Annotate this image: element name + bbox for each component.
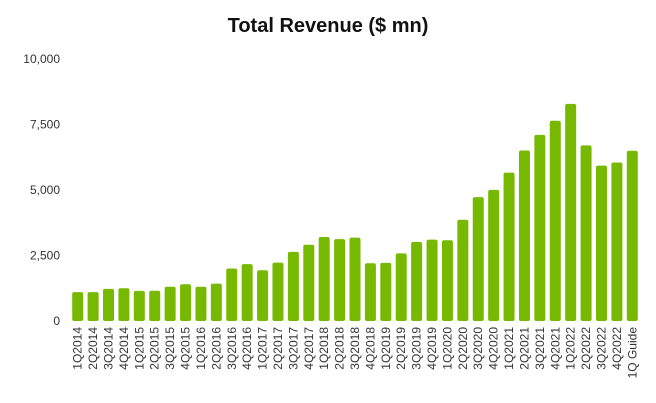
bar [349,237,361,321]
x-tick-label: 3Q2019 [410,327,424,370]
bar [503,172,515,321]
bar [411,242,423,321]
y-tick-label: 7,500 [30,118,60,132]
x-tick-label: 3Q2020 [471,327,485,370]
x-tick-label: 2Q2022 [579,327,593,370]
bar [272,262,284,321]
bar [103,288,115,321]
x-tick-label: 3Q2021 [533,327,547,370]
bar [364,263,376,321]
x-tick-label: 1Q2020 [440,327,454,370]
x-tick-label: 1Q Guide [625,327,639,379]
x-tick-label: 1Q2014 [71,327,85,370]
x-tick-label: 2Q2020 [456,327,470,370]
x-tick-label: 4Q2019 [425,327,439,370]
x-tick-label: 2Q2019 [394,327,408,370]
x-tick-label: 4Q2015 [179,327,193,370]
bar [195,286,207,321]
bar [87,292,99,321]
bar [133,290,145,321]
y-tick-label: 5,000 [30,183,60,197]
bar [518,150,530,321]
bar [534,134,546,321]
bar [457,219,469,321]
bar [303,244,315,321]
x-tick-label: 1Q2018 [317,327,331,370]
bar [595,165,607,321]
y-tick-label: 2,500 [30,249,60,263]
x-tick-label: 4Q2016 [240,327,254,370]
bar [210,283,222,321]
x-tick-label: 4Q2014 [117,327,131,370]
bar [395,253,407,321]
bar [565,103,577,321]
x-tick-label: 1Q2015 [132,327,146,370]
bar [472,197,484,321]
bar [549,120,561,321]
bar [334,239,346,321]
bar [226,268,238,321]
bar [72,292,84,321]
bar [488,189,500,321]
x-tick-label: 2Q2014 [86,327,100,370]
bar [611,162,623,321]
bar [626,150,638,321]
x-tick-label: 3Q2017 [286,327,300,370]
x-tick-label: 2Q2017 [271,327,285,370]
x-tick-label: 4Q2022 [610,327,624,370]
y-tick-label: 10,000 [23,52,60,66]
bar [149,290,161,321]
bar [257,270,269,321]
x-tick-label: 4Q2018 [363,327,377,370]
x-tick-label: 3Q2015 [163,327,177,370]
x-tick-label: 4Q2017 [302,327,316,370]
bar [380,262,392,321]
x-tick-label: 4Q2021 [548,327,562,370]
bar [287,251,299,321]
bar [580,145,592,321]
bar [441,240,453,321]
x-tick-label: 1Q2022 [564,327,578,370]
x-tick-label: 1Q2021 [502,327,516,370]
x-tick-label: 1Q2017 [256,327,270,370]
x-tick-label: 2Q2015 [148,327,162,370]
bar [180,284,192,321]
y-tick-label: 0 [53,314,60,328]
x-tick-label: 3Q2018 [348,327,362,370]
x-tick-label: 3Q2014 [102,327,116,370]
x-tick-label: 1Q2016 [194,327,208,370]
chart-title: Total Revenue ($ mn) [227,15,429,37]
bar [164,286,176,321]
x-tick-label: 3Q2022 [594,327,608,370]
x-tick-label: 2Q2016 [209,327,223,370]
x-tick-label: 3Q2016 [225,327,239,370]
bar [426,239,438,321]
bar [241,264,253,321]
x-tick-label: 1Q2019 [379,327,393,370]
bar [318,236,330,321]
x-tick-label: 4Q2020 [487,327,501,370]
x-tick-label: 2Q2018 [333,327,347,370]
bar [118,288,130,321]
x-tick-label: 2Q2021 [517,327,531,370]
